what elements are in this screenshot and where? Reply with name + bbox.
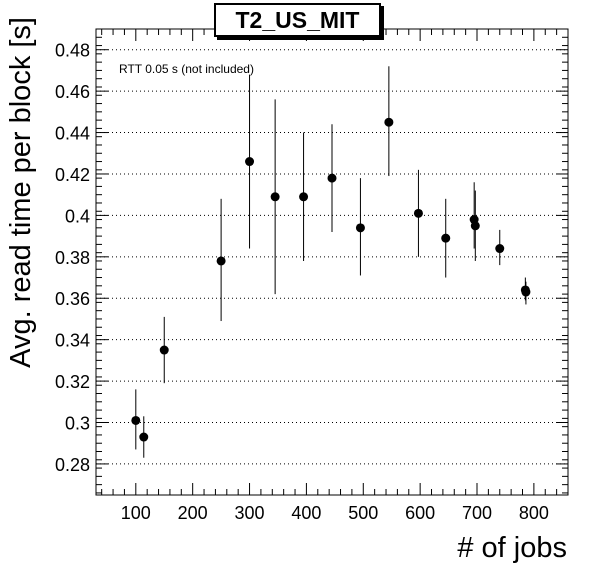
y-tick-label: 0.36 xyxy=(55,289,90,309)
data-point xyxy=(131,415,141,425)
x-tick-label: 300 xyxy=(235,503,265,523)
y-tick-label: 0.44 xyxy=(55,124,90,144)
plot-frame xyxy=(95,28,569,496)
y-tick-label: 0.4 xyxy=(65,206,90,226)
data-point xyxy=(521,287,531,297)
y-tick-label: 0.46 xyxy=(55,82,90,102)
data-point xyxy=(384,117,394,127)
y-tick-label: 0.32 xyxy=(55,372,90,392)
x-tick-label: 600 xyxy=(405,503,435,523)
grid-lines xyxy=(96,49,568,465)
y-axis-label: Avg. read time per block [s] xyxy=(5,17,37,368)
y-tick-label: 0.38 xyxy=(55,248,90,268)
data-point xyxy=(245,157,255,167)
chart-title-text: T2_US_MIT xyxy=(235,6,360,33)
data-point xyxy=(270,192,280,202)
x-tick-label: 200 xyxy=(178,503,208,523)
data-point xyxy=(441,233,451,243)
data-point xyxy=(299,192,309,202)
x-tick-label: 800 xyxy=(519,503,549,523)
y-tick-label: 0.28 xyxy=(55,455,90,475)
x-tick-label: 100 xyxy=(121,503,151,523)
data-point xyxy=(470,221,480,231)
data-point xyxy=(216,256,226,266)
y-tick-label: 0.3 xyxy=(65,414,90,434)
y-tick-label: 0.48 xyxy=(55,41,90,61)
chart-title: T2_US_MIT xyxy=(214,3,381,37)
x-tick-label: 400 xyxy=(291,503,321,523)
data-point xyxy=(495,244,505,254)
data-point xyxy=(327,173,337,183)
y-axis-ticks: 0.28 0.3 0.32 0.34 0.36 0.38 0.4 0.42 0.44 0.46 0.… xyxy=(55,36,568,494)
data-point xyxy=(159,345,169,355)
x-axis-label: # of jobs xyxy=(457,532,567,564)
annotation-text: RTT 0.05 s (not included) xyxy=(119,62,254,76)
data-point xyxy=(139,432,149,442)
x-tick-label: 500 xyxy=(348,503,378,523)
data-points xyxy=(131,66,531,458)
data-point xyxy=(355,223,365,233)
x-axis-ticks: 100 200 300 400 500 600 700 800 xyxy=(101,29,558,523)
y-tick-label: 0.34 xyxy=(55,331,90,351)
y-tick-label: 0.42 xyxy=(55,165,90,185)
data-point xyxy=(413,208,423,218)
x-tick-label: 700 xyxy=(462,503,492,523)
